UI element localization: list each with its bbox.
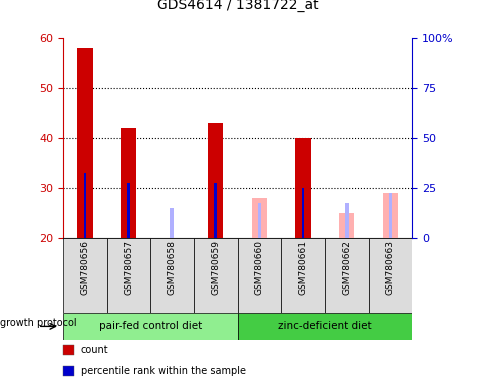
Bar	[150, 238, 194, 313]
Text: GSM780661: GSM780661	[298, 240, 307, 295]
Bar	[301, 188, 304, 238]
Text: GSM780659: GSM780659	[211, 240, 220, 295]
Text: growth protocol: growth protocol	[0, 318, 76, 328]
Bar	[63, 238, 106, 313]
Bar	[324, 238, 368, 313]
Bar	[106, 238, 150, 313]
Text: GSM780658: GSM780658	[167, 240, 176, 295]
Bar	[344, 203, 348, 238]
Text: GSM780660: GSM780660	[255, 240, 263, 295]
Text: GSM780663: GSM780663	[385, 240, 394, 295]
Text: GSM780662: GSM780662	[342, 240, 350, 295]
Bar	[63, 313, 237, 340]
Bar	[257, 203, 261, 238]
Text: zinc-deficient diet: zinc-deficient diet	[277, 321, 371, 331]
Bar	[77, 48, 92, 238]
Bar	[382, 193, 397, 238]
Bar	[368, 238, 411, 313]
Bar	[121, 128, 136, 238]
Text: percentile rank within the sample: percentile rank within the sample	[81, 366, 245, 376]
Bar	[251, 198, 267, 238]
Text: GDS4614 / 1381722_at: GDS4614 / 1381722_at	[156, 0, 318, 12]
Bar	[237, 238, 281, 313]
Bar	[170, 208, 174, 238]
Bar	[208, 123, 223, 238]
Bar	[295, 138, 310, 238]
Bar	[83, 173, 86, 238]
Bar	[281, 238, 324, 313]
Bar	[338, 213, 354, 238]
Bar	[388, 193, 392, 238]
Bar	[194, 238, 237, 313]
Bar	[237, 313, 411, 340]
Text: GSM780656: GSM780656	[80, 240, 89, 295]
Text: count: count	[81, 345, 108, 355]
Text: pair-fed control diet: pair-fed control diet	[99, 321, 201, 331]
Bar	[127, 183, 130, 238]
Bar	[214, 183, 217, 238]
Text: GSM780657: GSM780657	[124, 240, 133, 295]
